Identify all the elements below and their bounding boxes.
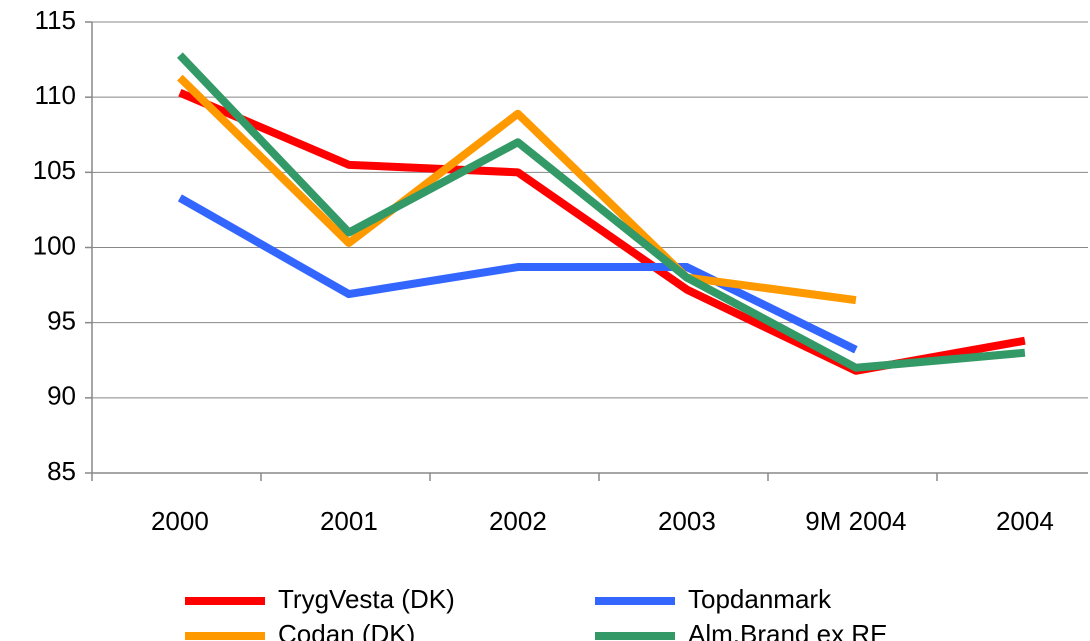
x-tick-label: 2000 (151, 506, 209, 536)
series-line (176, 52, 1026, 372)
x-tick-label: 2003 (658, 506, 716, 536)
legend-label: TrygVesta (DK) (278, 584, 455, 614)
legend-label: Topdanmark (688, 584, 832, 614)
legend-label: Codan (DK) (278, 619, 415, 641)
y-tick-label: 105 (33, 155, 76, 185)
y-tick-label: 100 (33, 230, 76, 260)
series-line (177, 74, 857, 305)
y-tick-label: 90 (47, 381, 76, 411)
y-tick-label: 110 (35, 80, 76, 110)
x-tick-label: 2001 (320, 506, 378, 536)
x-tick-label: 9M 2004 (805, 506, 906, 536)
legend-label: Alm.Brand ex RE (688, 619, 887, 641)
series-line (178, 88, 1026, 375)
y-tick-label: 115 (35, 5, 76, 35)
y-tick-label: 95 (47, 306, 76, 336)
x-tick-label: 2004 (996, 506, 1054, 536)
x-tick-label: 2002 (489, 506, 547, 536)
y-tick-label: 85 (47, 456, 76, 486)
series-line (177, 194, 858, 354)
